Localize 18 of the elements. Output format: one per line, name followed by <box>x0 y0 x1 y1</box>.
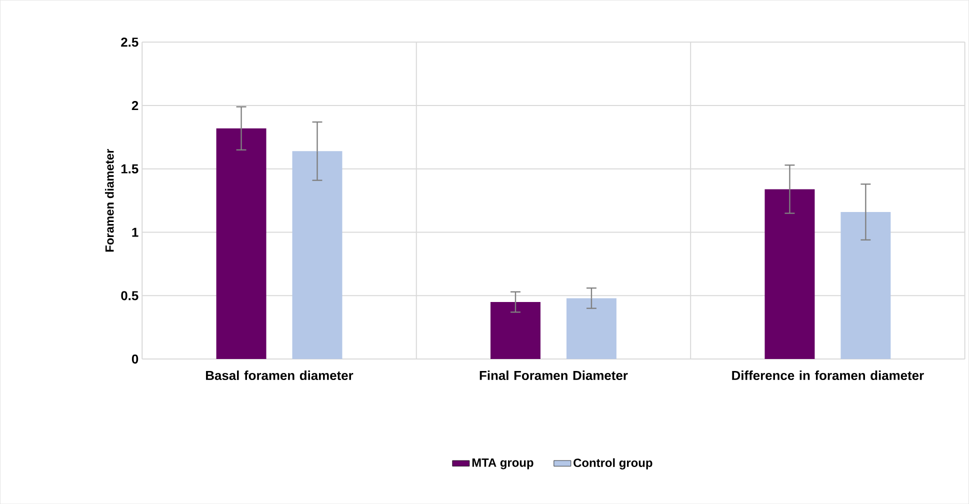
y-tick-label: 1 <box>132 228 138 237</box>
y-tick-label: 0 <box>132 354 138 364</box>
y-tick-label: 1.5 <box>121 164 138 174</box>
x-tick-label: Final Foramen Diameter <box>480 370 628 380</box>
legend-label: Control group <box>574 458 652 470</box>
x-tick-label: Basal foramen diameter <box>206 370 354 380</box>
y-axis-title: Foramen diameter <box>105 148 114 252</box>
bar <box>566 298 616 359</box>
legend-label: MTA group <box>472 458 534 470</box>
y-tick-label: 2.5 <box>121 38 138 47</box>
bar <box>764 189 815 359</box>
y-tick-label: 0.5 <box>121 290 138 300</box>
bar <box>840 212 891 359</box>
y-tick-label: 2 <box>132 100 138 110</box>
bar <box>216 128 266 359</box>
x-tick-label: Difference in foramen diameter <box>732 370 924 380</box>
bar <box>490 302 540 359</box>
bar <box>292 151 342 359</box>
